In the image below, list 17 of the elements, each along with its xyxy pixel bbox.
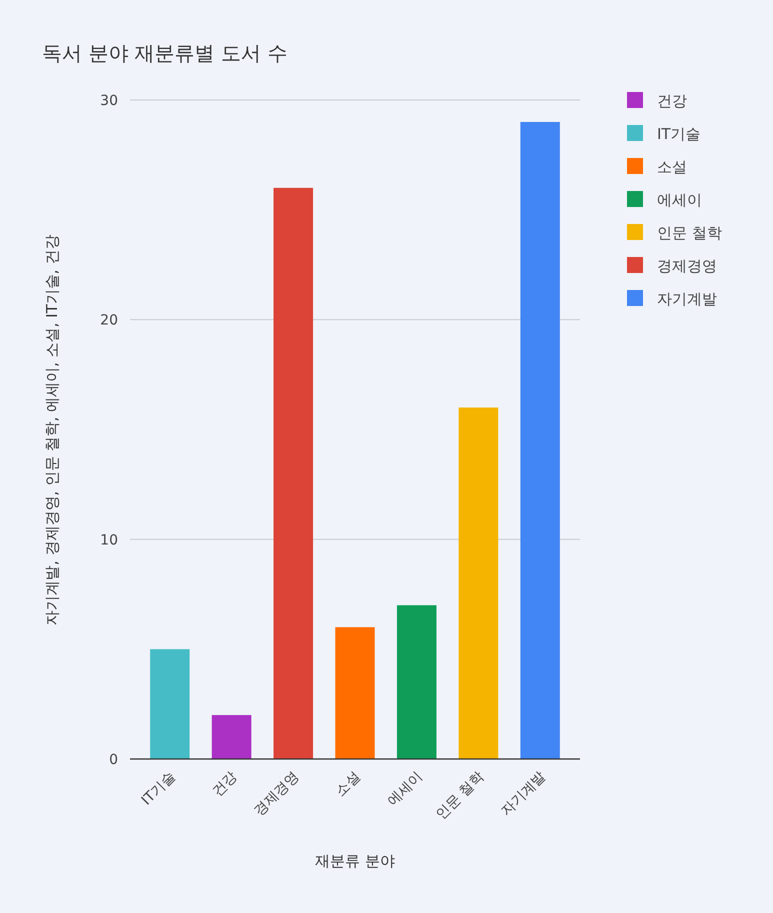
x-axis-title: 재분류 분야	[315, 852, 395, 870]
y-tick-label: 0	[109, 752, 118, 768]
legend-label: IT기술	[657, 125, 701, 143]
legend-label: 경제경영	[657, 257, 717, 275]
y-tick-label: 30	[100, 93, 118, 109]
legend-label: 인문 철학	[657, 224, 722, 242]
y-tick-label: 20	[100, 312, 118, 329]
chart-title: 독서 분야 재분류별 도서 수	[42, 41, 288, 65]
x-tick-label: 건강	[209, 768, 240, 800]
legend-label: 에세이	[657, 191, 702, 209]
x-tick-label: 인문 철학	[433, 768, 488, 823]
legend-label: 소설	[657, 158, 687, 176]
x-tick-label: 소설	[332, 768, 364, 800]
y-tick-label: 10	[100, 532, 118, 548]
y-axis-title: 자기계발, 경제경영, 인문 철학, 에세이, 소설, IT기술, 건강	[43, 234, 61, 626]
legend-label: 건강	[657, 92, 687, 110]
legend-label: 자기계발	[657, 290, 717, 308]
